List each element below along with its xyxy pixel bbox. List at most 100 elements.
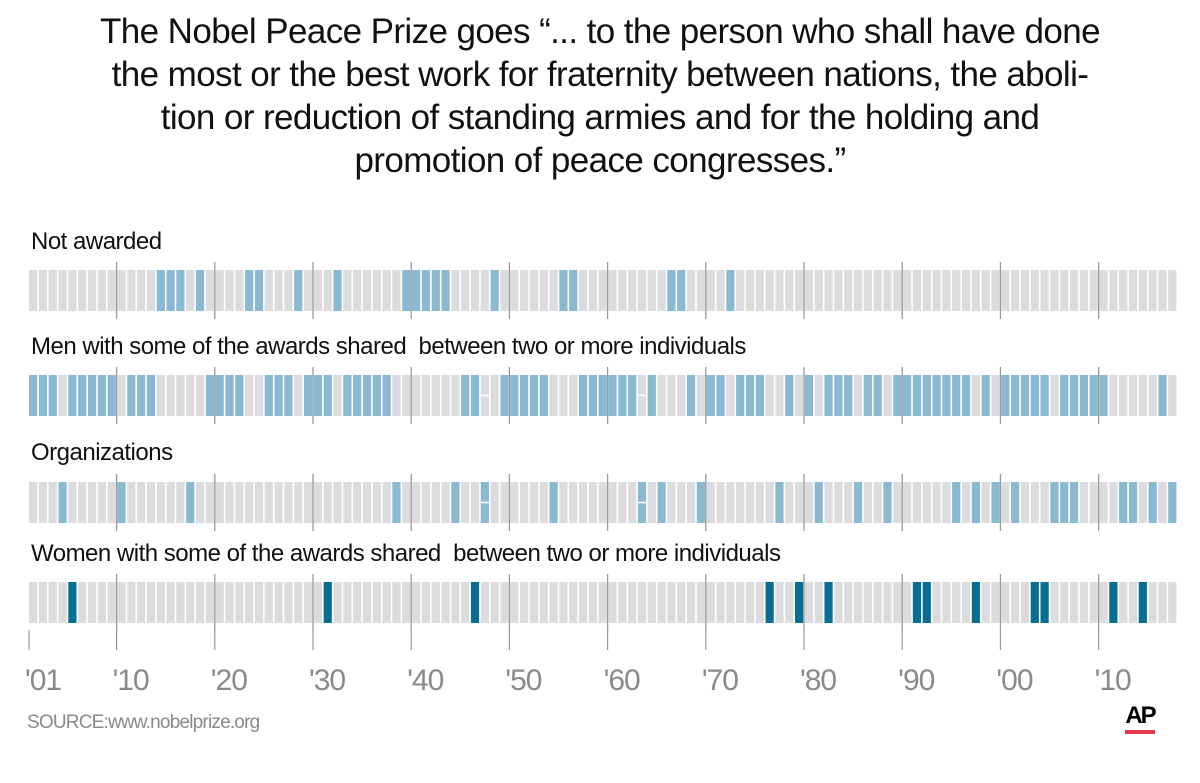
year-cell-empty: [215, 270, 224, 311]
year-cell-empty: [1148, 582, 1157, 623]
year-cell-empty: [559, 582, 568, 623]
year-cell-empty: [58, 582, 67, 623]
axis-tick-label: '60: [604, 664, 640, 697]
year-cell-empty: [245, 482, 254, 523]
year-cell-filled: [117, 482, 126, 523]
year-cell-empty: [598, 482, 607, 523]
row-label-women: Women with some of the awards shared bet…: [31, 540, 781, 567]
year-cell-empty: [431, 582, 440, 623]
year-cell-filled: [461, 375, 470, 416]
year-cell-filled: [686, 375, 696, 416]
year-cell-filled: [215, 375, 224, 416]
year-cell-empty: [578, 482, 588, 523]
year-cell-empty: [598, 270, 607, 311]
year-cell-empty: [549, 375, 558, 416]
year-cell-empty: [284, 582, 293, 623]
year-cell-empty: [78, 482, 87, 523]
shared-split-line: [480, 394, 489, 397]
year-cell-empty: [765, 270, 774, 311]
year-cell-empty: [637, 270, 647, 311]
year-cell-empty: [412, 375, 421, 416]
year-cell-empty: [883, 582, 892, 623]
year-cell-filled: [677, 270, 686, 311]
year-cell-filled: [795, 582, 804, 623]
year-cell-filled: [1001, 375, 1010, 416]
shared-split-line: [637, 394, 647, 397]
year-cell-empty: [942, 582, 951, 623]
year-cell-empty: [362, 482, 372, 523]
year-cell-empty: [569, 482, 578, 523]
year-cell-filled: [539, 375, 548, 416]
year-cell-filled: [971, 482, 980, 523]
year-cell-empty: [608, 582, 617, 623]
year-cell-empty: [127, 582, 136, 623]
year-cell-empty: [991, 582, 1000, 623]
year-cell-filled: [912, 375, 922, 416]
year-cell-filled: [1089, 375, 1098, 416]
year-cell-empty: [461, 270, 470, 311]
source-note: SOURCE:www.nobelprize.org: [27, 712, 260, 733]
year-cell-empty: [539, 482, 548, 523]
year-cell-empty: [156, 582, 165, 623]
year-cell-empty: [1040, 270, 1049, 311]
year-cell-filled: [765, 582, 774, 623]
year-cell-empty: [1099, 482, 1108, 523]
year-cell-empty: [146, 582, 156, 623]
year-cell-empty: [441, 582, 450, 623]
year-cell-empty: [38, 582, 48, 623]
year-cell-filled: [1168, 482, 1177, 523]
year-cell-empty: [382, 482, 391, 523]
year-cell-empty: [235, 482, 244, 523]
year-cell-empty: [274, 482, 283, 523]
year-cell-empty: [775, 270, 784, 311]
year-cell-empty: [549, 582, 558, 623]
year-cell-empty: [166, 482, 175, 523]
ap-logo-bar: [1125, 730, 1155, 734]
year-cell-empty: [1069, 270, 1079, 311]
year-cell-empty: [353, 482, 362, 523]
year-cell-empty: [382, 270, 391, 311]
year-cell-empty: [117, 270, 126, 311]
year-cell-filled: [78, 375, 87, 416]
year-cell-empty: [205, 270, 214, 311]
year-cell-empty: [362, 270, 372, 311]
year-cell-filled: [834, 375, 843, 416]
year-cell-empty: [598, 582, 607, 623]
year-cell-empty: [922, 482, 931, 523]
year-cell-filled: [313, 375, 323, 416]
year-cell-filled: [952, 375, 961, 416]
year-cell-empty: [480, 270, 489, 311]
year-cell-filled: [588, 375, 597, 416]
shared-split-line: [637, 501, 647, 504]
axis-tick-label: '30: [309, 664, 345, 697]
year-cell-empty: [313, 582, 323, 623]
year-cell-empty: [1020, 482, 1030, 523]
year-cell-filled: [1128, 482, 1138, 523]
year-cell-empty: [726, 482, 735, 523]
title-line: tion or reduction of standing armies and…: [160, 98, 1040, 137]
year-cell-empty: [117, 375, 126, 416]
year-cell-filled: [431, 270, 440, 311]
year-cell-empty: [677, 375, 686, 416]
year-cell-empty: [961, 270, 971, 311]
year-cell-empty: [107, 270, 116, 311]
year-cell-filled: [205, 375, 214, 416]
year-cell-empty: [78, 582, 87, 623]
year-cell-filled: [58, 482, 67, 523]
year-cell-empty: [706, 270, 715, 311]
year-cell-empty: [284, 482, 293, 523]
year-cell-filled: [87, 375, 97, 416]
year-cell-empty: [176, 582, 185, 623]
year-cell-empty: [647, 582, 656, 623]
year-cell-empty: [844, 482, 853, 523]
year-cell-empty: [559, 482, 568, 523]
year-cell-filled: [1060, 482, 1069, 523]
year-cell-empty: [274, 582, 283, 623]
year-cell-empty: [1089, 270, 1098, 311]
year-cell-empty: [1119, 270, 1128, 311]
year-cell-empty: [1001, 270, 1010, 311]
year-cell-filled: [942, 375, 951, 416]
year-cell-empty: [372, 582, 381, 623]
year-cell-empty: [903, 270, 912, 311]
year-cell-empty: [1109, 482, 1118, 523]
